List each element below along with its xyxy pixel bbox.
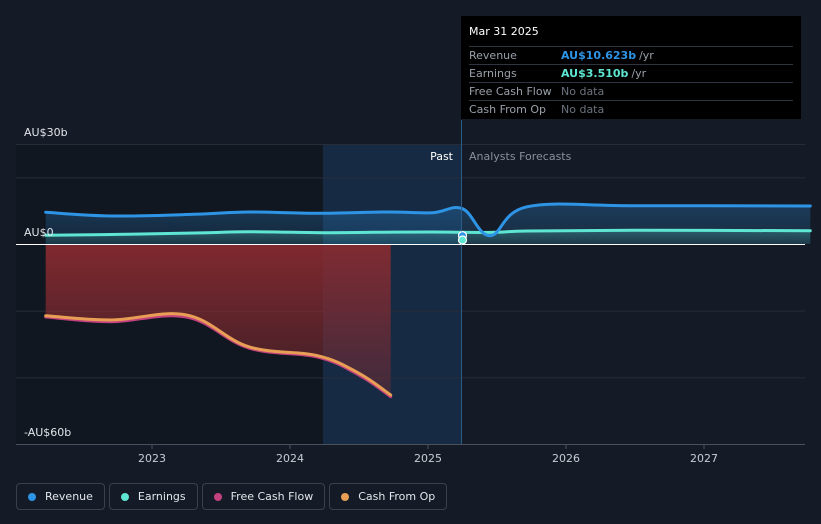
y-axis-label: -AU$60b <box>24 426 71 439</box>
legend-dot-icon <box>213 492 222 501</box>
cash-from-op-area <box>45 244 391 395</box>
tooltip-label: Cash From Op <box>469 103 547 116</box>
tooltip-panel: Mar 31 2025 Revenue AU$10.623b /yr Earni… <box>461 16 801 119</box>
legend-dot-icon <box>120 492 129 501</box>
series-areas <box>45 204 811 395</box>
tooltip-value: No data <box>561 85 605 98</box>
tooltip-row-earnings: Earnings AU$3.510b /yr <box>469 64 793 82</box>
legend-item-cash-from-op[interactable]: Cash From Op <box>329 483 448 510</box>
x-tick-label: 2024 <box>276 452 304 465</box>
tooltip-label: Revenue <box>469 49 517 62</box>
earnings-marker <box>457 235 468 245</box>
cash-from-op-line <box>44 312 393 397</box>
y-axis-label: AU$30b <box>24 126 68 139</box>
x-tick-label: 2027 <box>690 452 718 465</box>
tooltip-value: No data <box>561 103 605 116</box>
tooltip-unit: /yr <box>631 67 647 80</box>
legend-item-revenue[interactable]: Revenue <box>16 483 105 510</box>
series-lines <box>44 202 812 399</box>
legend: Revenue Earnings Free Cash Flow Cash Fro… <box>16 483 451 510</box>
x-tick-label: 2023 <box>138 452 166 465</box>
legend-dot-icon <box>28 492 36 501</box>
tooltip-unit: /yr <box>639 49 654 62</box>
legend-dot-icon <box>341 492 350 501</box>
tooltip-label: Free Cash Flow <box>469 85 552 98</box>
tooltip-markers <box>457 231 468 245</box>
legend-label: Revenue <box>45 490 93 503</box>
tooltip-row-free-cash-flow: Free Cash Flow No data <box>469 82 793 100</box>
earnings-area <box>45 230 811 244</box>
x-tick-label: 2026 <box>552 452 580 465</box>
legend-label: Cash From Op <box>358 490 436 503</box>
revenue-line <box>44 202 812 238</box>
tooltip-value: AU$3.510b <box>561 67 629 80</box>
y-axis-label: AU$0 <box>24 226 54 239</box>
legend-label: Earnings <box>137 490 186 503</box>
tooltip-value: AU$10.623b <box>561 49 637 62</box>
past-label: Past <box>430 150 454 163</box>
legend-item-free-cash-flow[interactable]: Free Cash Flow <box>201 483 326 510</box>
tooltip-label: Earnings <box>469 67 517 80</box>
forecast-label: Analysts Forecasts <box>469 150 572 163</box>
tooltip-date: Mar 31 2025 <box>469 25 539 38</box>
earnings-line <box>44 228 812 237</box>
chart: Past Analysts Forecasts AU$30b AU$0 -AU$60… <box>16 120 812 465</box>
gridlines <box>16 144 805 379</box>
legend-label: Free Cash Flow <box>230 490 314 503</box>
x-axis-ticks: 2023 2024 2025 2026 2027 <box>138 444 718 465</box>
x-tick-label: 2025 <box>414 452 442 465</box>
tooltip-row-revenue: Revenue AU$10.623b /yr <box>469 46 793 64</box>
tooltip-row-cash-from-op: Cash From Op No data <box>469 100 793 118</box>
legend-item-earnings[interactable]: Earnings <box>108 483 198 510</box>
y-axis-labels: AU$30b AU$0 -AU$60b <box>24 126 71 439</box>
